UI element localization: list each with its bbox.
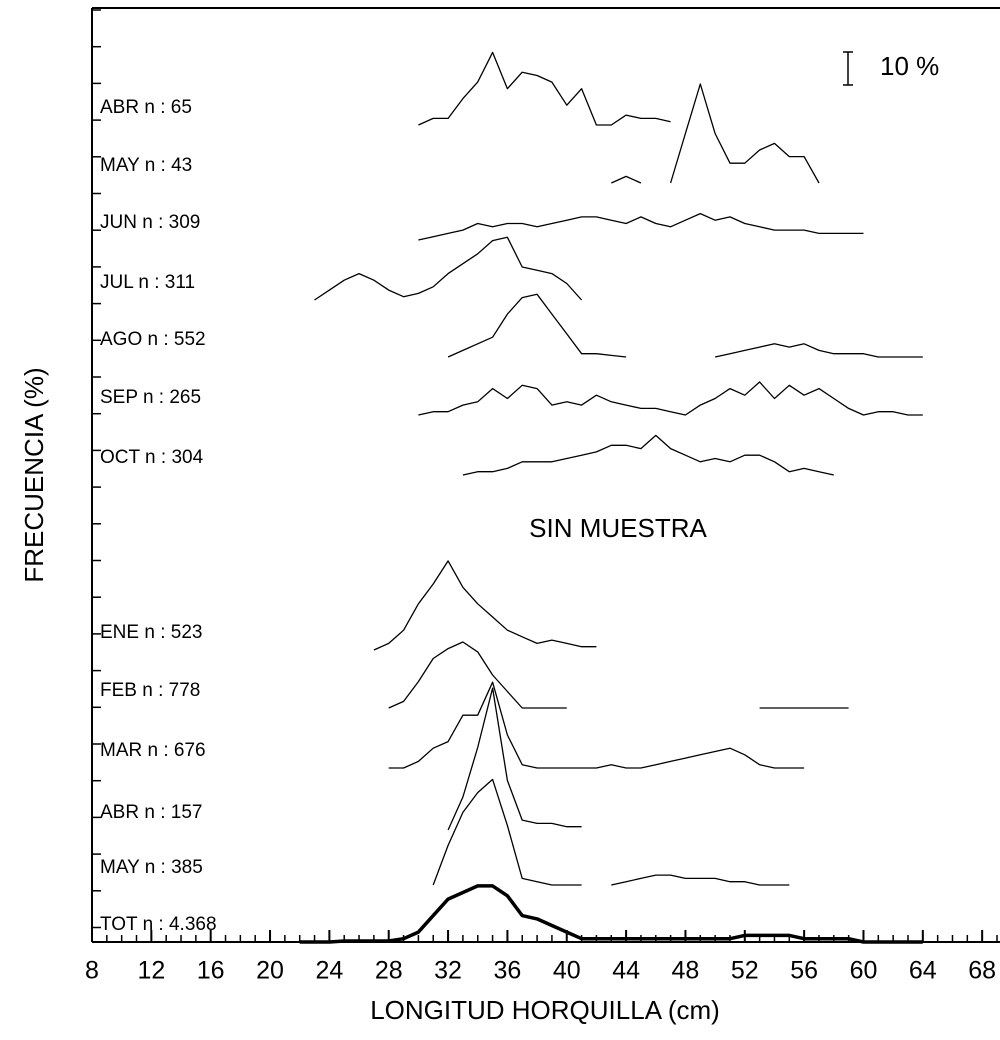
x-axis-title: LONGITUD HORQUILLA (cm) xyxy=(370,995,720,1025)
x-tick-label: 8 xyxy=(85,957,99,985)
series-label: OCT n : 304 xyxy=(100,447,204,468)
ridge-line xyxy=(299,884,923,944)
x-tick-label: 56 xyxy=(790,957,818,985)
x-tick-label: 40 xyxy=(553,957,581,985)
series-label: ENE n : 523 xyxy=(100,622,202,643)
scale-label: 10 % xyxy=(880,51,939,81)
annotation: SIN MUESTRA xyxy=(529,513,707,543)
x-tick-label: 16 xyxy=(197,957,225,985)
x-tick-label: 52 xyxy=(731,957,759,985)
ridge-line xyxy=(462,434,834,476)
series-label: JUN n : 309 xyxy=(100,212,200,233)
series-label: MAY n : 43 xyxy=(100,155,192,176)
ridge-line xyxy=(314,236,583,301)
x-tick-label: 68 xyxy=(968,957,996,985)
ridge-line xyxy=(611,83,820,184)
ridge-line xyxy=(418,212,864,241)
series-label: TOT n : 4.368 xyxy=(100,914,217,935)
ridge-line xyxy=(432,778,790,886)
x-tick-label: 64 xyxy=(909,957,937,985)
series-label: FEB n : 778 xyxy=(100,680,200,701)
x-tick-label: 32 xyxy=(434,957,462,985)
series-label: MAR n : 676 xyxy=(100,740,206,761)
series-label: SEP n : 265 xyxy=(100,387,201,408)
series-label: ABR n : 65 xyxy=(100,97,192,118)
series-label: JUL n : 311 xyxy=(100,272,195,293)
x-tick-label: 12 xyxy=(137,957,165,985)
ridge-line xyxy=(447,687,582,831)
x-tick-label: 28 xyxy=(375,957,403,985)
series-label: AGO n : 552 xyxy=(100,329,206,350)
ridge-line xyxy=(388,681,805,769)
y-axis-title: FRECUENCIA (%) xyxy=(19,367,49,582)
x-tick-label: 24 xyxy=(315,957,343,985)
x-tick-label: 20 xyxy=(256,957,284,985)
x-tick-label: 36 xyxy=(494,957,522,985)
ridge-line xyxy=(447,293,923,358)
ridge-line xyxy=(418,381,923,416)
ridge-line xyxy=(373,560,597,651)
x-tick-label: 48 xyxy=(672,957,700,985)
series-label: MAY n : 385 xyxy=(100,857,203,878)
x-tick-label: 60 xyxy=(850,957,878,985)
ridge-line xyxy=(418,51,671,126)
x-tick-label: 44 xyxy=(612,957,640,985)
ridge-line xyxy=(388,641,849,709)
series-label: ABR n : 157 xyxy=(100,802,202,823)
